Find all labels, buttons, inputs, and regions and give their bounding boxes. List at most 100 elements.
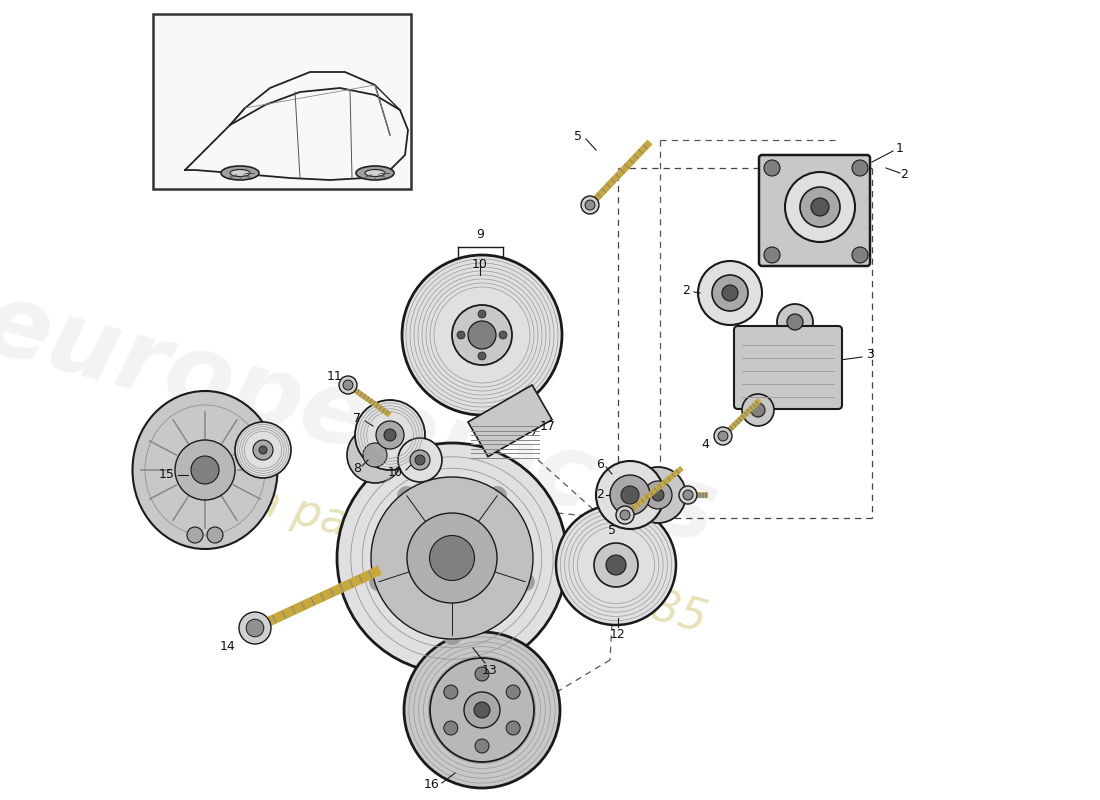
Circle shape — [235, 422, 292, 478]
Circle shape — [407, 513, 497, 603]
Circle shape — [384, 429, 396, 441]
Circle shape — [415, 455, 425, 465]
Circle shape — [346, 427, 403, 483]
Circle shape — [187, 527, 204, 543]
Circle shape — [764, 160, 780, 176]
Circle shape — [679, 486, 697, 504]
Circle shape — [404, 632, 560, 788]
Circle shape — [683, 490, 693, 500]
Circle shape — [452, 305, 512, 365]
Circle shape — [594, 543, 638, 587]
Circle shape — [258, 446, 267, 454]
Circle shape — [339, 376, 358, 394]
Text: 15: 15 — [160, 469, 175, 482]
Circle shape — [207, 527, 223, 543]
Circle shape — [478, 352, 486, 360]
Text: 8: 8 — [353, 462, 361, 474]
Circle shape — [343, 380, 353, 390]
Circle shape — [175, 440, 235, 500]
Ellipse shape — [132, 391, 277, 549]
Circle shape — [239, 612, 271, 644]
Ellipse shape — [221, 166, 258, 180]
Circle shape — [475, 667, 490, 681]
Circle shape — [506, 685, 520, 699]
Text: 12: 12 — [610, 629, 626, 642]
Circle shape — [464, 692, 500, 728]
Text: 7: 7 — [353, 411, 361, 425]
Circle shape — [585, 200, 595, 210]
Circle shape — [506, 721, 520, 735]
Circle shape — [499, 331, 507, 339]
Circle shape — [474, 702, 490, 718]
Circle shape — [621, 486, 639, 504]
Circle shape — [742, 394, 774, 426]
Text: 3: 3 — [866, 349, 873, 362]
Text: 11: 11 — [327, 370, 343, 383]
Bar — [468, 385, 552, 457]
Circle shape — [786, 314, 803, 330]
Circle shape — [398, 438, 442, 482]
Circle shape — [852, 247, 868, 263]
Circle shape — [191, 456, 219, 484]
Text: 2: 2 — [596, 489, 604, 502]
Text: 10: 10 — [387, 466, 403, 478]
Circle shape — [246, 619, 264, 637]
Circle shape — [355, 400, 425, 470]
Bar — [153, 14, 411, 189]
Circle shape — [337, 443, 566, 673]
Circle shape — [764, 247, 780, 263]
Text: 6: 6 — [596, 458, 604, 471]
Text: 10: 10 — [472, 258, 488, 271]
Circle shape — [376, 421, 404, 449]
Circle shape — [253, 440, 273, 460]
Circle shape — [630, 467, 686, 523]
FancyBboxPatch shape — [734, 326, 842, 409]
Circle shape — [714, 427, 732, 445]
Circle shape — [556, 505, 676, 625]
Circle shape — [811, 198, 829, 216]
Circle shape — [722, 285, 738, 301]
Circle shape — [581, 196, 600, 214]
Circle shape — [363, 443, 387, 467]
FancyBboxPatch shape — [759, 155, 870, 266]
Circle shape — [698, 261, 762, 325]
Circle shape — [371, 477, 534, 639]
Circle shape — [751, 403, 764, 417]
Circle shape — [718, 431, 728, 441]
Circle shape — [468, 321, 496, 349]
Circle shape — [616, 506, 634, 524]
Circle shape — [410, 450, 430, 470]
Circle shape — [443, 721, 458, 735]
Text: 16: 16 — [425, 778, 440, 791]
Text: 14: 14 — [220, 641, 235, 654]
Circle shape — [443, 685, 458, 699]
Circle shape — [652, 489, 664, 501]
Circle shape — [606, 555, 626, 575]
Text: 5: 5 — [574, 130, 582, 142]
Text: 4: 4 — [701, 438, 708, 451]
Ellipse shape — [365, 170, 385, 177]
Text: 13: 13 — [482, 663, 498, 677]
Circle shape — [456, 331, 465, 339]
Text: europepieces: europepieces — [0, 275, 728, 565]
Text: 1: 1 — [896, 142, 904, 154]
Circle shape — [610, 475, 650, 515]
Text: 5: 5 — [608, 523, 616, 537]
Circle shape — [785, 172, 855, 242]
Circle shape — [475, 739, 490, 753]
Ellipse shape — [356, 166, 394, 180]
Ellipse shape — [230, 170, 250, 177]
Circle shape — [430, 658, 534, 762]
Circle shape — [712, 275, 748, 311]
Circle shape — [620, 510, 630, 520]
Circle shape — [478, 310, 486, 318]
Circle shape — [777, 304, 813, 340]
Circle shape — [644, 481, 672, 509]
Text: 17: 17 — [540, 421, 556, 434]
Circle shape — [429, 535, 474, 581]
Circle shape — [596, 461, 664, 529]
Text: 2: 2 — [682, 283, 690, 297]
Circle shape — [852, 160, 868, 176]
Text: 9: 9 — [476, 229, 484, 242]
Circle shape — [800, 187, 840, 227]
